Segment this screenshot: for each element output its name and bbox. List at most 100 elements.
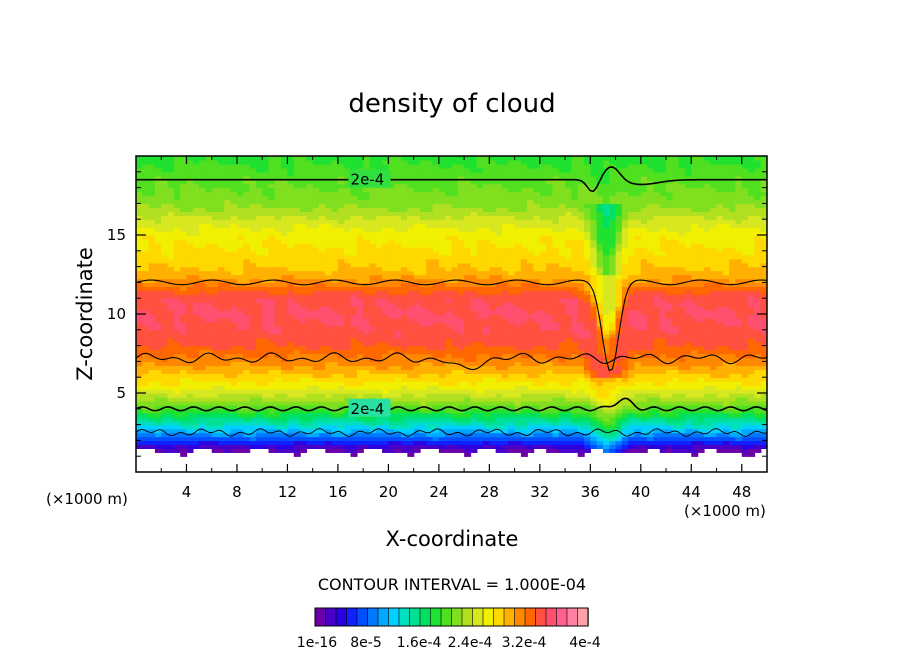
field-cell (218, 211, 226, 216)
field-cell (451, 353, 459, 359)
field-cell (369, 215, 377, 220)
field-cell (337, 282, 345, 288)
field-cell (268, 389, 276, 394)
field-cell (236, 444, 244, 449)
field-cell (344, 329, 352, 335)
field-cell (148, 325, 156, 331)
field-cell (255, 203, 263, 209)
field-cell (255, 278, 263, 284)
field-cell (527, 381, 535, 386)
field-cell (495, 274, 503, 280)
field-cell (218, 215, 226, 220)
field-cell (533, 337, 541, 343)
field-cell (211, 219, 219, 224)
field-cell (413, 440, 421, 446)
field-cell (262, 436, 270, 442)
field-cell (199, 238, 207, 244)
field-cell (363, 163, 371, 169)
field-cell (394, 396, 402, 402)
field-cell (148, 242, 156, 248)
field-cell (356, 262, 364, 268)
field-cell (344, 377, 352, 382)
field-cell (394, 254, 402, 260)
field-cell (470, 266, 478, 272)
field-cell (426, 199, 434, 205)
field-cell (350, 302, 358, 307)
field-cell (293, 215, 301, 220)
field-cell (464, 258, 472, 264)
field-cell (306, 314, 314, 319)
field-cell (382, 393, 390, 398)
field-cell (382, 238, 390, 244)
field-cell (438, 337, 446, 343)
field-cell (501, 223, 509, 228)
field-cell (457, 223, 465, 228)
field-cell (489, 203, 497, 209)
field-cell (432, 385, 440, 390)
field-cell (199, 444, 207, 449)
field-cell (243, 215, 251, 220)
field-cell (148, 444, 156, 449)
field-cell (445, 235, 453, 240)
field-cell (173, 231, 181, 236)
field-cell (249, 408, 257, 414)
field-cell (356, 385, 364, 390)
field-cell (470, 393, 478, 398)
field-cell (552, 432, 560, 438)
field-cell (186, 294, 194, 299)
field-cell (167, 444, 175, 449)
field-cell (438, 294, 446, 299)
field-cell (255, 361, 263, 367)
field-cell (154, 242, 162, 248)
field-cell (552, 373, 560, 378)
field-cell (394, 211, 402, 216)
field-cell (154, 262, 162, 268)
field-cell (401, 227, 409, 232)
field-cell (306, 325, 314, 331)
field-cell (451, 219, 459, 224)
field-cell (192, 223, 200, 228)
field-cell (426, 258, 434, 264)
field-cell (287, 369, 295, 374)
field-cell (180, 420, 188, 426)
field-cell (419, 396, 427, 402)
field-cell (464, 321, 472, 327)
field-cell (306, 242, 314, 248)
field-cell (148, 333, 156, 339)
field-cell (243, 385, 251, 390)
field-cell (527, 333, 535, 339)
field-cell (211, 274, 219, 280)
field-cell (180, 306, 188, 311)
field-cell (470, 428, 478, 434)
field-cell (527, 270, 535, 276)
field-cell (495, 298, 503, 303)
field-cell (306, 191, 314, 197)
field-cell (356, 195, 364, 201)
field-cell (520, 329, 528, 335)
field-cell (432, 298, 440, 303)
field-cell (546, 163, 554, 169)
field-cell (363, 440, 371, 446)
field-cell (161, 448, 169, 453)
field-cell (192, 242, 200, 248)
field-cell (514, 231, 522, 236)
field-cell (546, 310, 554, 315)
field-cell (136, 227, 144, 232)
field-cell (382, 219, 390, 224)
field-cell (388, 416, 396, 422)
field-cell (205, 211, 213, 216)
field-cell (438, 353, 446, 359)
field-cell (249, 298, 257, 303)
field-cell (344, 361, 352, 367)
field-cell (268, 286, 276, 291)
field-cell (375, 373, 383, 378)
field-cell (432, 211, 440, 216)
field-cell (470, 424, 478, 430)
field-cell (218, 195, 226, 201)
field-cell (136, 436, 144, 442)
field-cell (407, 302, 415, 307)
field-cell (508, 377, 516, 382)
field-cell (407, 424, 415, 430)
field-cell (438, 424, 446, 430)
field-cell (230, 223, 238, 228)
